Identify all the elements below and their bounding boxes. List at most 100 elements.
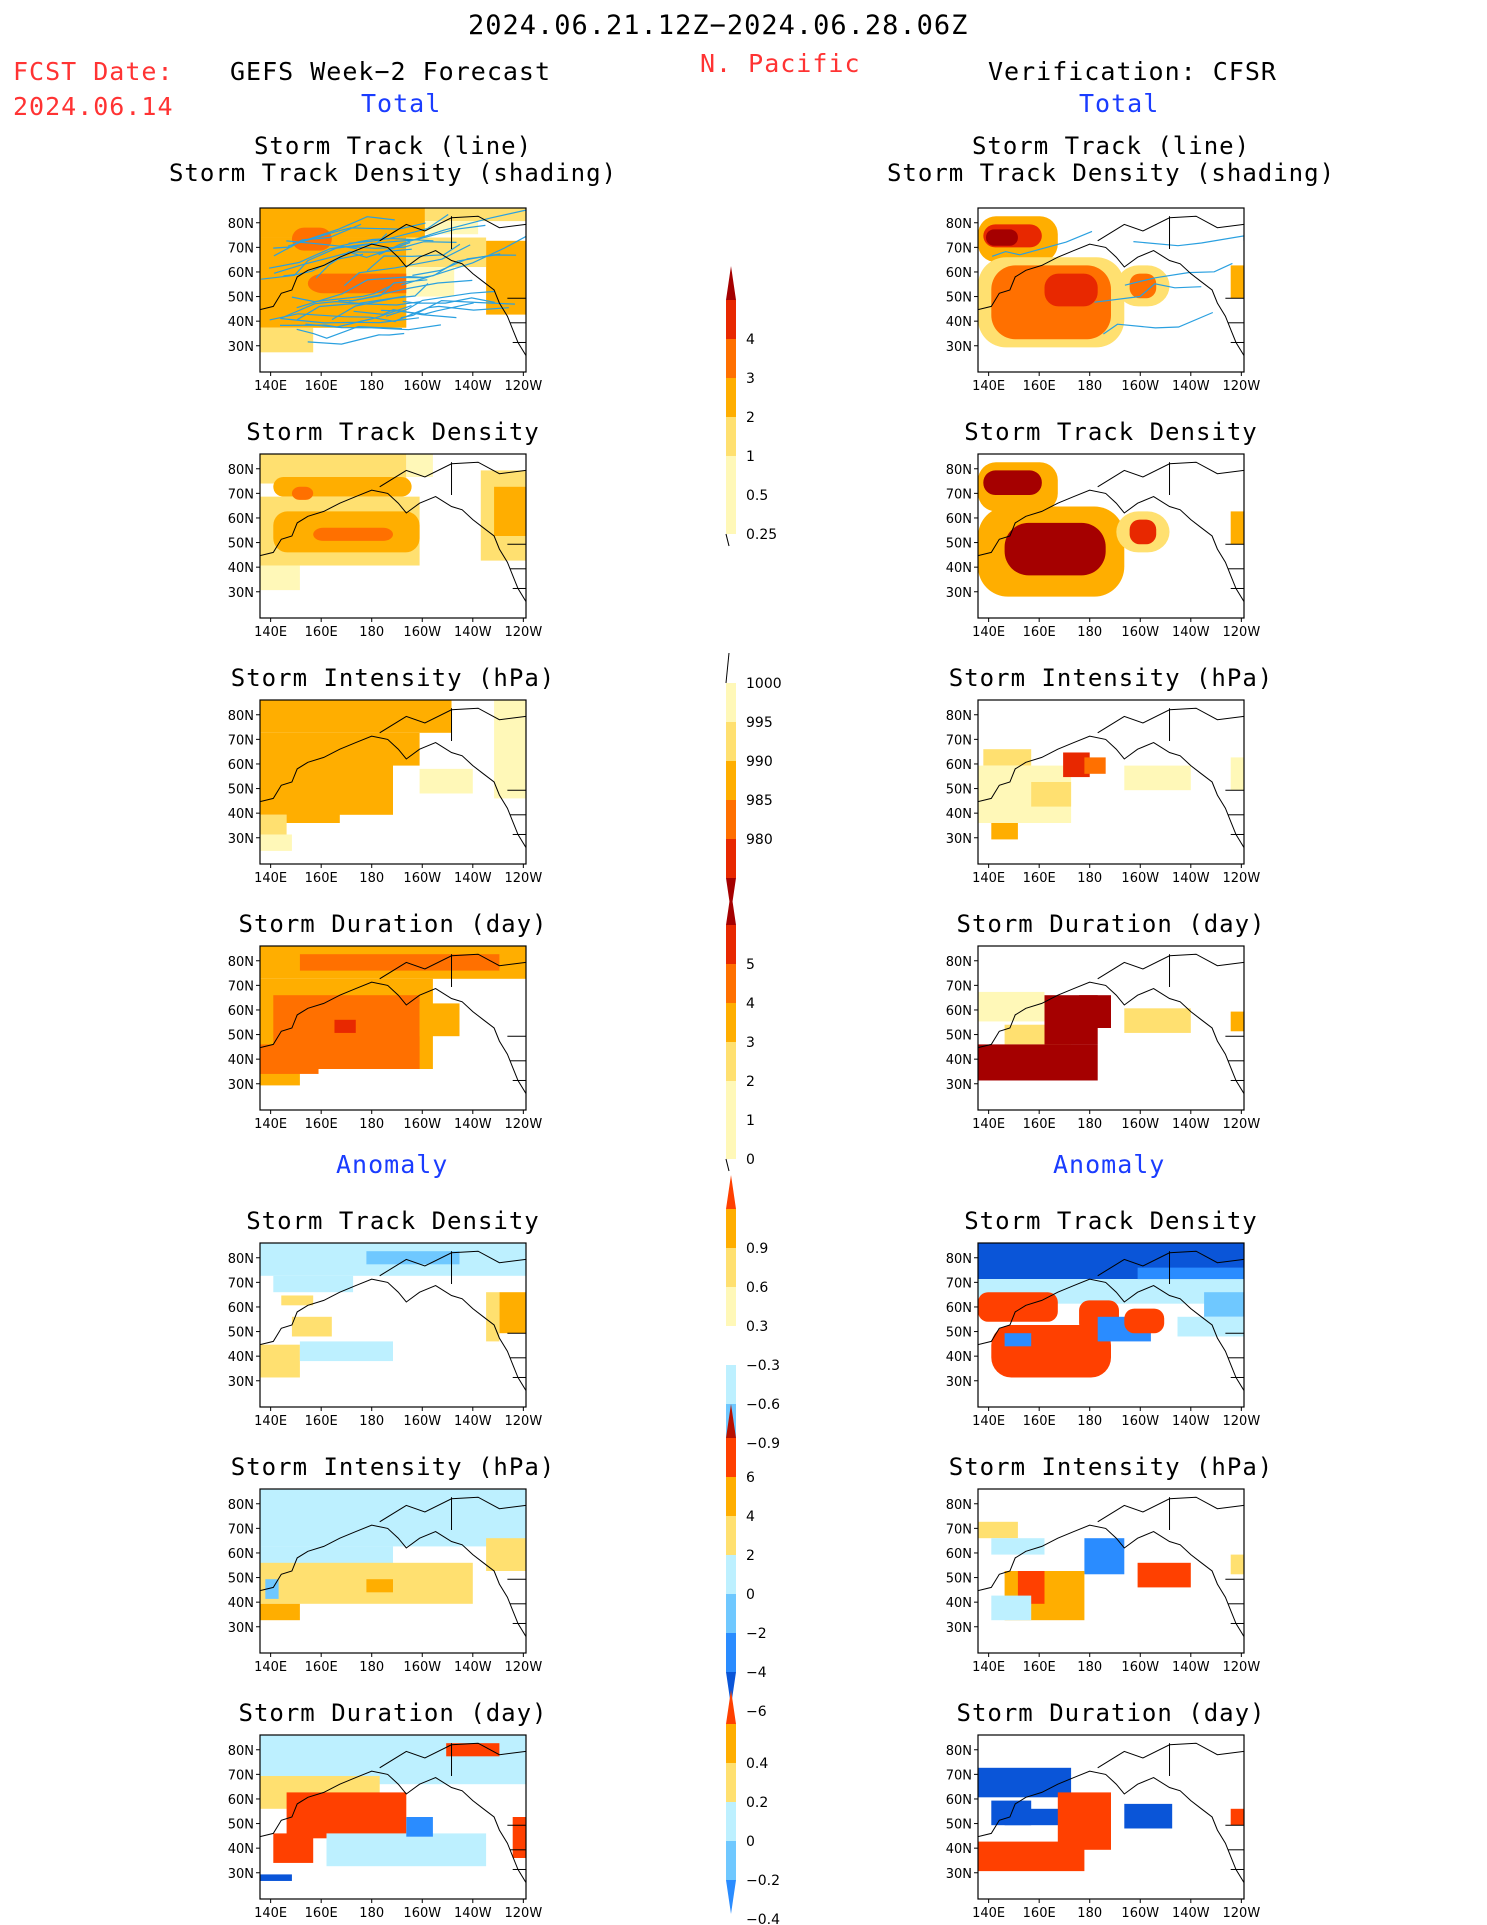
- verification-panel-3: 80N 70N 60N 50N 40N 30N 140E 160E 180 160W 140W 120…: [946, 699, 1260, 886]
- colorbar-label: 0.6: [746, 1280, 768, 1296]
- lon-tick-label: 160E: [305, 871, 338, 886]
- map-frame: [259, 945, 527, 1111]
- lon-tick-label: 160W: [403, 625, 441, 640]
- lat-tick-label: 50N: [946, 537, 972, 552]
- lat-tick-label: 60N: [946, 1004, 972, 1019]
- storm-track-line: [280, 317, 419, 324]
- lat-tick-label: 50N: [946, 783, 972, 798]
- storm-track-line: [268, 245, 357, 269]
- storm-track-line: [296, 325, 402, 339]
- lon-tick-label: 140E: [972, 1117, 1005, 1132]
- lat-tick-label: 30N: [946, 586, 972, 601]
- lon-tick-label: 160E: [1023, 625, 1056, 640]
- lat-tick-label: 60N: [946, 1301, 972, 1316]
- lat-tick-label: 30N: [228, 1078, 254, 1093]
- lon-tick-label: 160W: [403, 1660, 441, 1675]
- colorbar-label: 0: [746, 1152, 755, 1168]
- storm-track-line: [269, 313, 396, 323]
- lon-tick-label: 160E: [305, 1414, 338, 1429]
- lon-tick-label: 120W: [505, 1660, 543, 1675]
- lon-tick-label: 180: [359, 1117, 384, 1132]
- lon-tick-label: 120W: [505, 1906, 543, 1921]
- storm-track-line: [366, 243, 461, 272]
- lon-tick-label: 140E: [254, 1117, 287, 1132]
- colorbar-label: −6: [746, 1704, 767, 1720]
- lat-tick-label: 30N: [228, 1621, 254, 1636]
- lon-tick-label: 120W: [1223, 1906, 1261, 1921]
- lon-tick-label: 140W: [454, 1906, 492, 1921]
- lat-tick-label: 40N: [946, 1053, 972, 1068]
- lon-tick-label: 160W: [403, 1117, 441, 1132]
- map-frame: [977, 1242, 1245, 1408]
- panel-title: Storm Duration (day): [956, 1699, 1266, 1727]
- lon-tick-label: 140W: [454, 871, 492, 886]
- map-frame: [977, 207, 1245, 373]
- verification-title: Verification: CFSR: [988, 57, 1277, 86]
- lat-tick-label: 70N: [228, 1276, 254, 1291]
- map-frame: [977, 1488, 1245, 1654]
- lat-tick-label: 70N: [228, 733, 254, 748]
- storm-track-line: [1133, 235, 1244, 247]
- lon-tick-label: 160W: [1121, 1414, 1159, 1429]
- map-frame: [259, 453, 527, 619]
- lon-tick-label: 120W: [1223, 625, 1261, 640]
- lat-tick-label: 80N: [946, 1252, 972, 1267]
- storm-track-line: [401, 235, 526, 286]
- lon-tick-label: 120W: [1223, 1660, 1261, 1675]
- colorbar-label: 0.9: [746, 1241, 768, 1257]
- storm-track-line: [338, 237, 434, 247]
- lon-tick-label: 160E: [305, 1660, 338, 1675]
- lat-tick-label: 40N: [228, 315, 254, 330]
- lon-tick-label: 160E: [305, 379, 338, 394]
- lat-tick-label: 30N: [228, 340, 254, 355]
- lon-tick-label: 120W: [505, 1117, 543, 1132]
- map-frame: [977, 1734, 1245, 1900]
- colorbar-density-anom: 0.9 0.6 0.3 −0.3 −0.6 −0.9: [726, 1175, 780, 1477]
- lon-tick-label: 180: [1077, 379, 1102, 394]
- panel-title: Storm Track Density (shading): [886, 159, 1336, 187]
- lon-tick-label: 140W: [1172, 379, 1210, 394]
- colorbar-label: 4: [746, 332, 755, 348]
- colorbar-label: 1: [746, 1113, 755, 1129]
- storm-track-line: [1094, 283, 1202, 303]
- colorbar-label: −4: [746, 1665, 767, 1681]
- panel-title: Storm Track Density (shading): [168, 159, 618, 187]
- lat-tick-label: 60N: [228, 1004, 254, 1019]
- panel-title: Storm Track (line): [253, 132, 533, 160]
- storm-track-line: [273, 241, 411, 274]
- lon-tick-label: 120W: [1223, 379, 1261, 394]
- lat-tick-label: 80N: [228, 1744, 254, 1759]
- lat-tick-label: 50N: [228, 1029, 254, 1044]
- lon-tick-label: 160W: [1121, 1117, 1159, 1132]
- lat-tick-label: 80N: [228, 1252, 254, 1267]
- storm-track-line: [338, 279, 428, 302]
- colorbar-label: −0.2: [746, 1873, 780, 1889]
- lat-tick-label: 50N: [946, 1326, 972, 1341]
- colorbar-intensity-total: 1000 995 990 985 980: [725, 652, 782, 912]
- storm-track-line: [296, 275, 424, 309]
- lon-tick-label: 180: [1077, 1117, 1102, 1132]
- lat-tick-label: 50N: [228, 1818, 254, 1833]
- lat-tick-label: 70N: [228, 487, 254, 502]
- storm-track-line: [273, 223, 362, 249]
- lon-tick-label: 140W: [1172, 1117, 1210, 1132]
- panel-title: Storm Duration (day): [238, 1699, 548, 1727]
- forecast-panel-7: 80N 70N 60N 50N 40N 30N 140E 160E 180 160W 140W 120…: [228, 1734, 543, 1921]
- lon-tick-label: 120W: [505, 625, 543, 640]
- storm-track-line: [343, 244, 471, 287]
- lon-tick-label: 140W: [454, 1117, 492, 1132]
- lat-tick-label: 60N: [946, 512, 972, 527]
- lon-tick-label: 160E: [1023, 871, 1056, 886]
- lat-tick-label: 80N: [228, 463, 254, 478]
- colorbar-label: 5: [746, 957, 755, 973]
- colorbar-label: 985: [746, 793, 773, 809]
- colorbar-label: 990: [746, 754, 773, 770]
- lat-tick-label: 80N: [228, 217, 254, 232]
- forecast-panel-3: 80N 70N 60N 50N 40N 30N 140E 160E 180 160W 140W 120…: [228, 699, 542, 886]
- lon-tick-label: 140W: [1172, 1660, 1210, 1675]
- lat-tick-label: 80N: [228, 1498, 254, 1513]
- colorbar-label: 2: [746, 410, 755, 426]
- lat-tick-label: 70N: [228, 1768, 254, 1783]
- lat-tick-label: 70N: [228, 1522, 254, 1537]
